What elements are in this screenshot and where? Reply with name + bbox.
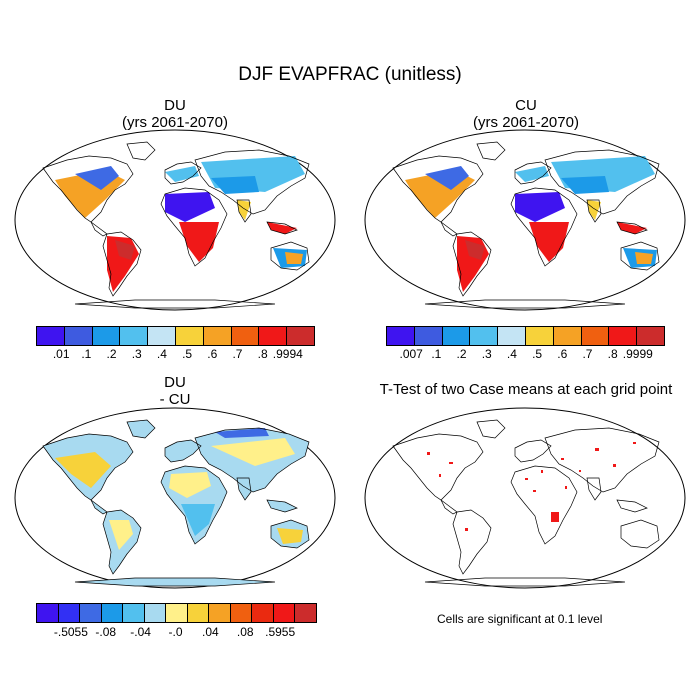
panel-diff-title-line2: - CU xyxy=(159,391,191,408)
colorbar-cu-swatch xyxy=(581,327,610,345)
colorbar-diff-label: .5955 xyxy=(265,625,296,639)
colorbar-du-label: .01 xyxy=(52,347,70,361)
figure-title: DJF EVAPFRAC (unitless) xyxy=(238,64,462,85)
ttest-note: Cells are significant at 0.1 level xyxy=(437,612,603,626)
panel-cu-title: CU (yrs 2061-2070) xyxy=(446,97,606,131)
colorbar-du-swatch xyxy=(287,327,314,345)
colorbar-du-swatch xyxy=(120,327,149,345)
colorbar-du-swatch xyxy=(203,327,232,345)
colorbar-du-swatch xyxy=(231,327,260,345)
map-du xyxy=(14,129,336,311)
colorbar-diff-swatch xyxy=(209,604,231,622)
colorbar-du xyxy=(36,326,315,346)
colorbar-cu-label: .007 xyxy=(399,347,423,361)
colorbar-cu-swatch xyxy=(442,327,471,345)
colorbar-du-label: .7 xyxy=(232,347,243,361)
colorbar-cu-swatch xyxy=(609,327,638,345)
colorbar-diff-label: -.08 xyxy=(95,625,117,639)
colorbar-du-label: .2 xyxy=(106,347,117,361)
colorbar-cu-swatch xyxy=(553,327,582,345)
colorbar-diff-swatch xyxy=(123,604,145,622)
colorbar-diff-labels: -.5055 -.08 -.04 -.0 .04 .08 .5955 xyxy=(36,625,315,639)
colorbar-du-label: .1 xyxy=(81,347,92,361)
colorbar-diff-swatch xyxy=(295,604,316,622)
colorbar-diff-swatch xyxy=(273,604,296,622)
colorbar-diff-label: -.04 xyxy=(130,625,151,639)
colorbar-du-swatch xyxy=(259,327,288,345)
colorbar-du-swatch xyxy=(175,327,204,345)
colorbar-diff-swatch xyxy=(252,604,274,622)
panel-du-title-line2: (yrs 2061-2070) xyxy=(122,114,228,131)
colorbar-cu-label: .7 xyxy=(582,347,593,361)
colorbar-du-label: .6 xyxy=(207,347,218,361)
panel-diff-title: DU - CU xyxy=(95,374,255,408)
colorbar-cu-labels: .007 .1 .2 .3 .4 .5 .6 .7 .8 .9999 xyxy=(386,347,663,361)
colorbar-du-label: .4 xyxy=(156,347,167,361)
map-cu xyxy=(364,129,686,311)
colorbar-du-swatch xyxy=(92,327,121,345)
colorbar-cu-label: .2 xyxy=(456,347,467,361)
colorbar-diff-swatch xyxy=(166,604,188,622)
colorbar-diff-label: .08 xyxy=(236,625,254,639)
colorbar-diff-label: -.5055 xyxy=(53,625,88,639)
panel-du-title: DU (yrs 2061-2070) xyxy=(95,97,255,131)
colorbar-du-label: .8 xyxy=(257,347,268,361)
colorbar-cu-swatch xyxy=(637,327,664,345)
colorbar-diff-label: -.0 xyxy=(168,625,183,639)
colorbar-du-swatch xyxy=(64,327,93,345)
colorbar-cu-label: .5 xyxy=(532,347,543,361)
colorbar-diff xyxy=(36,603,317,623)
colorbar-diff-swatch xyxy=(80,604,102,622)
colorbar-cu-label: .9999 xyxy=(622,347,653,361)
colorbar-diff-label: .04 xyxy=(202,625,219,639)
colorbar-cu xyxy=(386,326,665,346)
colorbar-cu-swatch xyxy=(525,327,554,345)
colorbar-diff-swatch xyxy=(230,604,253,622)
colorbar-du-label: .5 xyxy=(182,347,193,361)
colorbar-diff-swatch xyxy=(187,604,210,622)
panel-du-title-line1: DU xyxy=(164,97,186,114)
colorbar-cu-swatch xyxy=(470,327,499,345)
colorbar-du-label: .3 xyxy=(131,347,142,361)
map-diff xyxy=(14,407,336,589)
colorbar-cu-label: .8 xyxy=(607,347,618,361)
colorbar-cu-label: .6 xyxy=(557,347,568,361)
colorbar-cu-label: .1 xyxy=(431,347,442,361)
panel-cu-title-line1: CU xyxy=(515,97,537,114)
panel-diff-title-line1: DU xyxy=(164,374,186,391)
colorbar-diff-swatch xyxy=(58,604,81,622)
panel-ttest-title-line1: T-Test of two Case means at each grid po… xyxy=(379,381,673,398)
colorbar-diff-swatch xyxy=(144,604,167,622)
panel-cu-title-line2: (yrs 2061-2070) xyxy=(473,114,579,131)
colorbar-cu-swatch xyxy=(387,327,415,345)
colorbar-du-swatch xyxy=(148,327,176,345)
colorbar-diff-swatch xyxy=(37,604,59,622)
colorbar-du-labels: .01 .1 .2 .3 .4 .5 .6 .7 .8 .9994 xyxy=(36,347,313,361)
colorbar-du-swatch xyxy=(37,327,65,345)
colorbar-diff-swatch xyxy=(101,604,124,622)
map-ttest xyxy=(364,407,686,589)
colorbar-cu-swatch xyxy=(414,327,443,345)
colorbar-cu-label: .4 xyxy=(506,347,517,361)
colorbar-du-label: .9994 xyxy=(272,347,303,361)
colorbar-cu-label: .3 xyxy=(481,347,492,361)
panel-ttest-title: T-Test of two Case means at each grid po… xyxy=(356,381,696,398)
colorbar-cu-swatch xyxy=(498,327,526,345)
